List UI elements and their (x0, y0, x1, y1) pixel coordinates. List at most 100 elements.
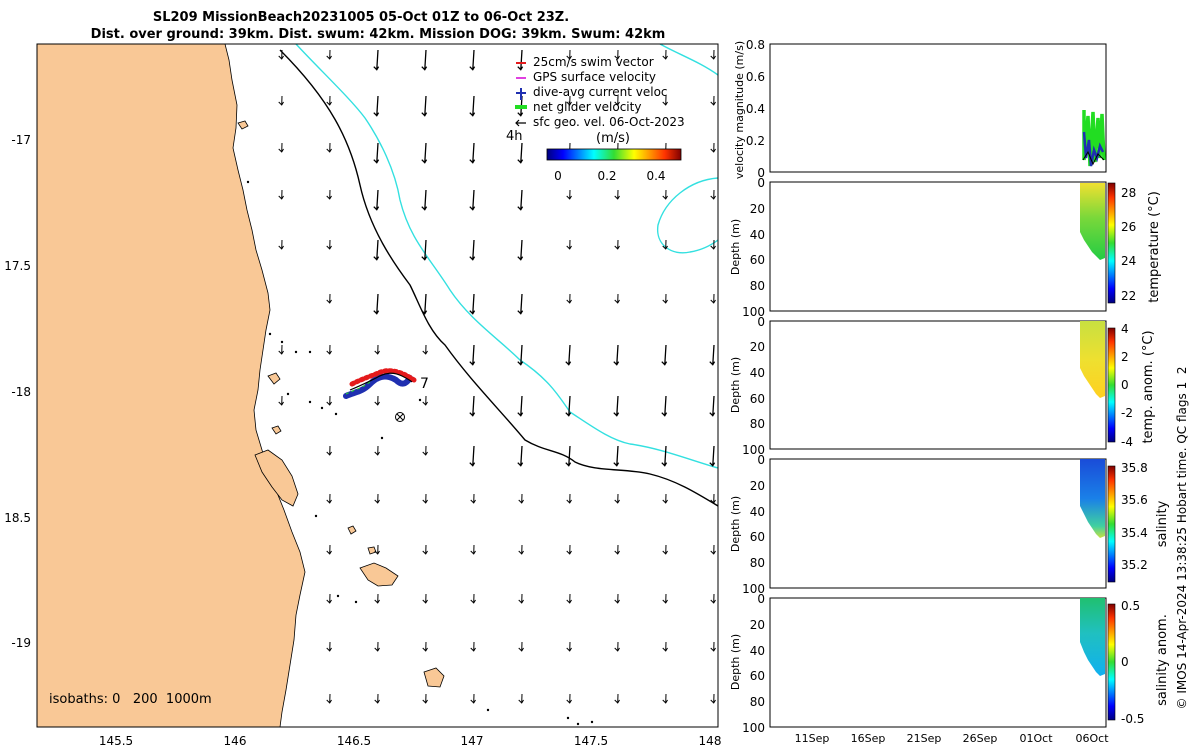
mooring-marker (395, 412, 405, 422)
island-palm (359, 562, 399, 587)
velocity-arrow-30 (278, 189, 284, 200)
sal-anom-axes (769, 597, 1107, 728)
temp-anom-yticks: 0 20 40 60 80 100 (742, 315, 765, 457)
xtick-01oct: 01Oct (1019, 732, 1053, 745)
velocity-arrow-100 (470, 544, 476, 555)
tanom-ytick-40: 40 (750, 366, 765, 380)
sanom-ytick-80: 80 (750, 695, 765, 709)
velocity-panel: 0.8 0.6 0.4 0.2 0 velocity magnitude (m/… (733, 38, 1107, 180)
velocity-arrow-114 (710, 593, 716, 604)
salinity-colorbar (1107, 465, 1116, 583)
sal-ytick-100: 100 (742, 582, 765, 596)
velocity-arrow-43 (421, 239, 428, 261)
sanom-ytick-20: 20 (750, 618, 765, 632)
velocity-arrow-6 (566, 49, 572, 60)
velocity-arrow-91 (470, 493, 476, 504)
velocity-arrow-41 (326, 239, 332, 250)
velocity-arrow-24 (469, 142, 476, 164)
lat-tick-17-5: 17.5 (4, 259, 31, 273)
velocity-arrow-65 (565, 344, 572, 366)
temperature-colorbar (1107, 182, 1116, 304)
velocity-arrow-76 (613, 395, 620, 417)
sanom-ytick-100: 100 (742, 721, 765, 735)
velocity-arrow-112 (614, 593, 620, 604)
velocity-arrow-78 (709, 395, 716, 417)
velocity-arrow-18 (662, 95, 668, 106)
temp-cbar-22: 22 (1121, 289, 1136, 303)
temp-anom-panel: 0 20 40 60 80 100 Depth (m) 4 2 0 -2 -4 … (729, 315, 1156, 457)
sal-anom-ylabel: Depth (m) (729, 634, 742, 690)
velocity-arrow-35 (517, 189, 524, 211)
velocity-arrow-122 (662, 641, 668, 652)
velocity-arrow-93 (566, 493, 572, 504)
velocity-arrow-125 (374, 693, 380, 704)
corner-label-4h: 4h (506, 129, 523, 144)
velocity-arrow-90 (422, 493, 428, 504)
vel-ytick-0: 0 (757, 166, 765, 180)
legend-label-swim: 25cm/s swim vector (533, 55, 654, 69)
sal-ytick-60: 60 (750, 530, 765, 544)
velocity-arrow-123 (710, 641, 716, 652)
velocity-sfc-line (1082, 150, 1105, 166)
sal-anom-panel: 0 20 40 60 80 100 Depth (m) 0.5 0 -0.5 s… (729, 592, 1170, 735)
track-gps-surface (345, 381, 371, 395)
velocity-ylabel: velocity magnitude (m/s) (733, 41, 746, 179)
island-small-3 (347, 525, 357, 535)
sanom-ytick-40: 40 (750, 644, 765, 658)
sal-ytick-20: 20 (750, 479, 765, 493)
velocity-arrow-20 (278, 142, 284, 153)
xtick-16sep: 16Sep (851, 732, 886, 745)
velocity-arrow-53 (469, 293, 476, 315)
temp-ytick-60: 60 (750, 253, 765, 267)
temperature-ylabel: Depth (m) (729, 219, 742, 275)
velocity-arrow-117 (422, 641, 428, 652)
velocity-arrow-88 (326, 493, 332, 504)
velocity-arrow-94 (614, 493, 620, 504)
temp-cbar-28: 28 (1121, 186, 1136, 200)
velocity-arrow-1 (326, 49, 332, 60)
imos-credit: © IMOS 14-Apr-2024 13:38:25 Hobart time.… (1175, 367, 1189, 710)
velocity-arrow-101 (518, 544, 524, 555)
sal-cbar-35-6: 35.6 (1121, 493, 1148, 507)
map-colorbar: (m/s) 0 0.2 0.4 (546, 131, 682, 183)
velocity-arrow-87 (709, 445, 716, 467)
temperature-data (1080, 183, 1105, 260)
track-dive-avg-current (343, 373, 413, 399)
isobath-200m (279, 49, 718, 507)
velocity-arrow-119 (518, 641, 524, 652)
velocity-arrow-71 (374, 395, 380, 406)
lon-tick-148: 148 (699, 734, 722, 748)
velocity-arrow-104 (662, 544, 668, 555)
velocity-arrow-57 (662, 293, 668, 304)
isobath-1000m-loop (657, 177, 718, 254)
velocity-arrow-16 (566, 95, 572, 106)
tanom-cbar-4: 4 (1121, 322, 1129, 336)
salinity-ylabel: Depth (m) (729, 496, 742, 552)
velocity-arrow-67 (661, 344, 668, 366)
velocity-arrow-75 (565, 395, 572, 417)
sanom-cbar-m0-5: -0.5 (1121, 712, 1144, 726)
velocity-arrow-109 (470, 593, 476, 604)
velocity-arrow-102 (566, 544, 572, 555)
island-hinchinbrook (254, 449, 299, 507)
xtick-06oct: 06Oct (1075, 732, 1109, 745)
lat-tick-18: -18 (11, 385, 31, 399)
velocity-arrow-5 (517, 49, 524, 71)
colorbar-tick-0: 0 (554, 169, 562, 183)
island-small-5 (237, 120, 249, 130)
lat-tick-18-5: 18.5 (4, 511, 31, 525)
tanom-ytick-60: 60 (750, 392, 765, 406)
velocity-arrow-10 (278, 95, 284, 106)
velocity-arrow-126 (422, 693, 428, 704)
vel-ytick-0-4: 0.4 (746, 102, 765, 116)
velocity-arrow-129 (566, 693, 572, 704)
island-small-2 (271, 425, 282, 435)
velocity-arrow-44 (469, 239, 476, 261)
velocity-arrow-124 (326, 693, 332, 704)
velocity-arrow-85 (613, 445, 620, 467)
velocity-arrow-113 (662, 593, 668, 604)
velocity-arrow-58 (710, 293, 716, 304)
velocity-yticks: 0.8 0.6 0.4 0.2 0 (746, 38, 765, 180)
velocity-arrow-19 (710, 95, 716, 106)
